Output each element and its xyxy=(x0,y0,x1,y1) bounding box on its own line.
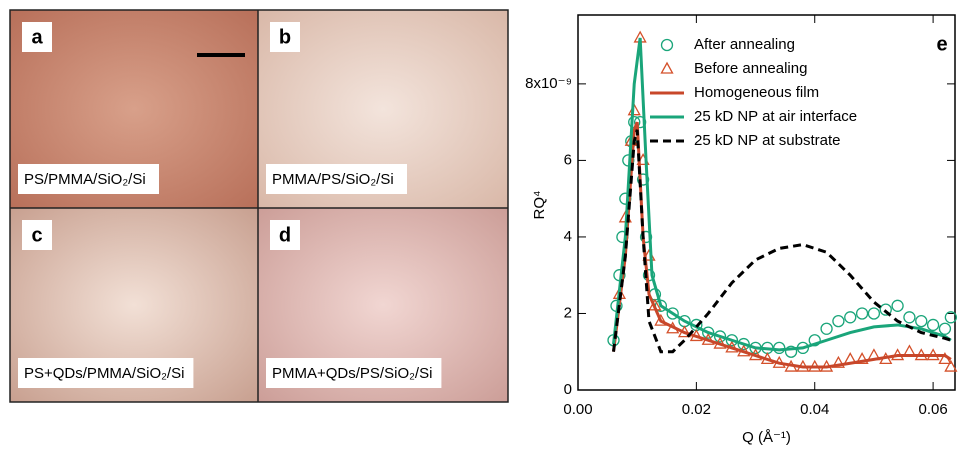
y-tick-label: 4 xyxy=(564,228,572,245)
panel-caption: PS+QDs/PMMA/SiO₂/Si xyxy=(24,365,184,382)
caption-box xyxy=(18,358,194,388)
x-tick-label: 0.02 xyxy=(682,401,711,418)
y-axis-label: RQ⁴ xyxy=(531,191,548,220)
caption-box xyxy=(18,164,159,194)
caption-box xyxy=(266,164,407,194)
data-point xyxy=(855,307,869,320)
letter-box xyxy=(22,22,52,52)
panel-caption: PMMA+QDs/PS/SiO₂/Si xyxy=(272,365,432,382)
data-point xyxy=(784,345,798,358)
panel-letter: e xyxy=(936,33,947,55)
chart: 0.00 0.02 0.04 0.06 0 2 4 6 8x10⁻⁹ Q (Å⁻¹) RQ⁴ e Aft… xyxy=(525,14,958,446)
data-point xyxy=(855,352,869,365)
data-point xyxy=(820,322,833,335)
panels: a PS/PMMA/SiO₂/Si b PMMA/PS/SiO₂/Si c PS+QDs/… xyxy=(18,22,442,388)
panel-letter: a xyxy=(31,26,43,48)
legend-label: 25 kD NP at substrate xyxy=(694,132,840,149)
data-point xyxy=(773,341,786,355)
legend-label: Before annealing xyxy=(694,60,807,77)
data-point xyxy=(639,230,653,244)
data-point xyxy=(891,299,904,312)
data-point xyxy=(636,173,650,186)
data-point xyxy=(867,307,881,320)
letter-box xyxy=(270,22,300,52)
x-tick-label: 0.00 xyxy=(563,401,592,418)
legend-marker xyxy=(660,61,674,74)
legend-marker xyxy=(660,38,674,52)
data-point xyxy=(713,330,727,343)
panel-caption: PS/PMMA/SiO₂/Si xyxy=(24,171,146,188)
panel-letter: c xyxy=(31,224,42,246)
panel-letter: d xyxy=(279,224,291,246)
data-point xyxy=(725,334,739,347)
data-point xyxy=(666,307,679,320)
letter-box xyxy=(270,220,300,250)
data-point xyxy=(702,326,715,339)
panel-letter: b xyxy=(279,26,291,48)
legend-label: 25 kD NP at air interface xyxy=(694,108,857,125)
data-point xyxy=(831,355,846,368)
data-point xyxy=(926,318,940,332)
y-tick-label: 0 xyxy=(564,381,572,398)
data-point xyxy=(832,314,845,328)
panel-caption: PMMA/PS/SiO₂/Si xyxy=(272,171,394,188)
letter-box xyxy=(22,220,52,250)
caption-box xyxy=(266,358,442,388)
y-tick-label: 8x10⁻⁹ xyxy=(525,75,572,92)
data-point xyxy=(903,311,916,324)
plot-frame xyxy=(577,14,956,391)
data-point xyxy=(938,322,952,335)
legend-label: Homogeneous film xyxy=(694,84,819,101)
data-point xyxy=(944,311,958,324)
data-point xyxy=(879,303,892,316)
x-tick-label: 0.06 xyxy=(919,401,948,418)
data-line xyxy=(612,129,952,354)
data-point xyxy=(808,334,821,347)
data-point xyxy=(654,313,668,326)
data-point xyxy=(737,337,750,351)
data-line xyxy=(612,121,952,369)
data-point xyxy=(915,314,928,328)
legend-label: After annealing xyxy=(694,36,795,53)
data-point xyxy=(944,359,958,372)
y-tick-label: 6 xyxy=(564,151,572,168)
y-tick-label: 2 xyxy=(564,304,572,321)
data-line xyxy=(612,37,952,352)
x-axis-label: Q (Å⁻¹) xyxy=(742,429,791,446)
data-point xyxy=(844,311,857,324)
x-tick-label: 0.04 xyxy=(800,401,829,418)
panel-frame xyxy=(9,9,509,403)
